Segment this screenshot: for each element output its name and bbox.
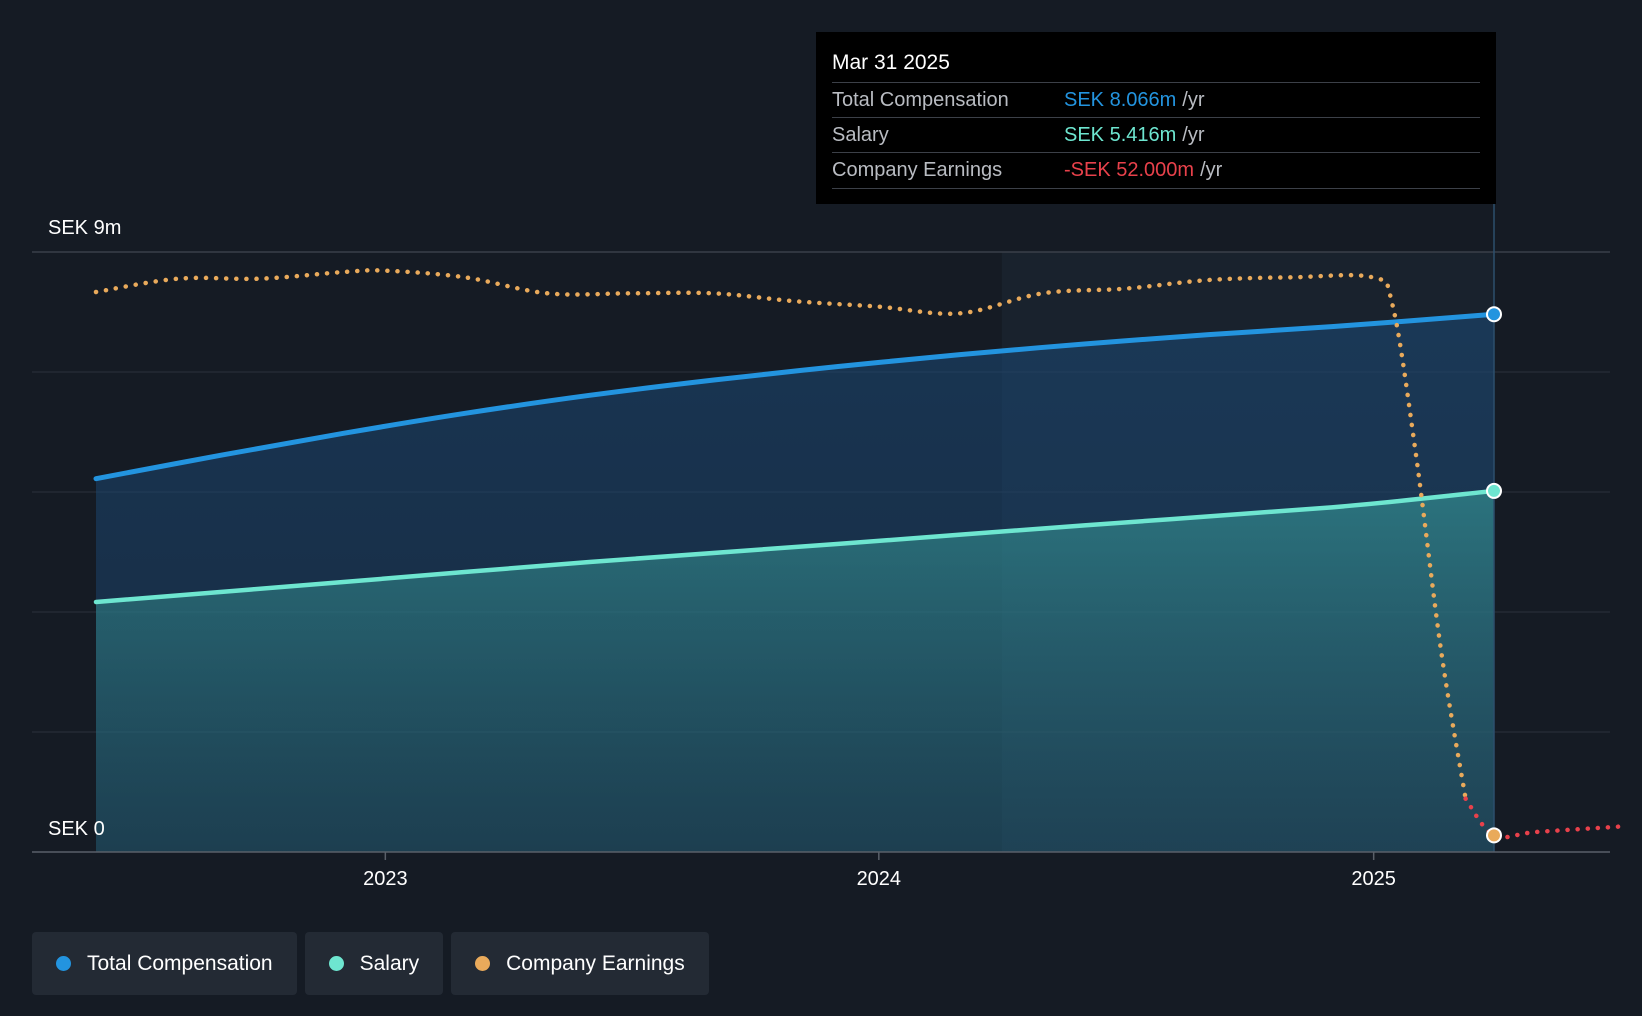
tooltip-unit: /yr: [1200, 159, 1223, 181]
legend-label: Company Earnings: [506, 951, 685, 975]
tooltip-label: Total Compensation: [832, 88, 1009, 111]
x-tick-label: 2024: [857, 868, 902, 890]
x-tick-label: 2025: [1351, 868, 1396, 890]
y-labels: SEK 9m SEK 0: [48, 217, 121, 840]
tooltip-row-total-compensation: Total Compensation SEK 8.066m /yr: [832, 82, 1480, 117]
legend-label: Salary: [359, 951, 420, 975]
total-compensation-marker: [1486, 306, 1502, 323]
salary-marker: [1486, 482, 1502, 499]
legend-label: Total Compensation: [87, 951, 273, 975]
tooltip-label: Company Earnings: [832, 159, 1003, 181]
tooltip-unit: /yr: [1182, 123, 1205, 146]
legend: Total Compensation Salary Company Earnin…: [32, 932, 709, 995]
tooltip-row-company-earnings: Company Earnings -SEK 52.000m /yr: [832, 152, 1480, 189]
legend-dot-icon: [56, 956, 71, 971]
legend-item-company-earnings[interactable]: Company Earnings: [451, 932, 709, 995]
salary-area: [96, 490, 1494, 852]
salary-line: [93, 488, 1497, 605]
tooltip-value: SEK 5.416m: [1064, 123, 1177, 146]
tooltip-row-salary: Salary SEK 5.416m /yr: [832, 117, 1480, 152]
legend-item-total-compensation[interactable]: Total Compensation: [32, 932, 297, 995]
legend-dot-icon: [328, 956, 344, 971]
legend-item-salary[interactable]: Salary: [304, 932, 444, 995]
tooltip-label: Salary: [832, 123, 889, 146]
y-label-min: SEK 0: [48, 818, 105, 840]
x-tick-label: 2023: [363, 868, 408, 890]
company-earnings-negative-segment: [1463, 796, 1621, 840]
markers: [1486, 306, 1502, 844]
tooltip-date: Mar 31 2025: [832, 51, 950, 74]
tooltip: Mar 31 2025 Total Compensation SEK 8.066…: [816, 32, 1496, 204]
legend-dot-icon: [475, 956, 491, 971]
x-ticks: 2023 2024 2025: [363, 852, 1396, 890]
company-earnings-marker: [1486, 827, 1502, 844]
tooltip-value: -SEK 52.000m: [1064, 159, 1195, 181]
tooltip-value: SEK 8.066m: [1064, 88, 1177, 111]
y-label-max: SEK 9m: [48, 217, 121, 239]
company-earnings-segment: [93, 268, 1468, 801]
company-earnings-line: [93, 268, 1621, 840]
tooltip-unit: /yr: [1182, 88, 1205, 111]
total-compensation-line: [93, 311, 1497, 482]
